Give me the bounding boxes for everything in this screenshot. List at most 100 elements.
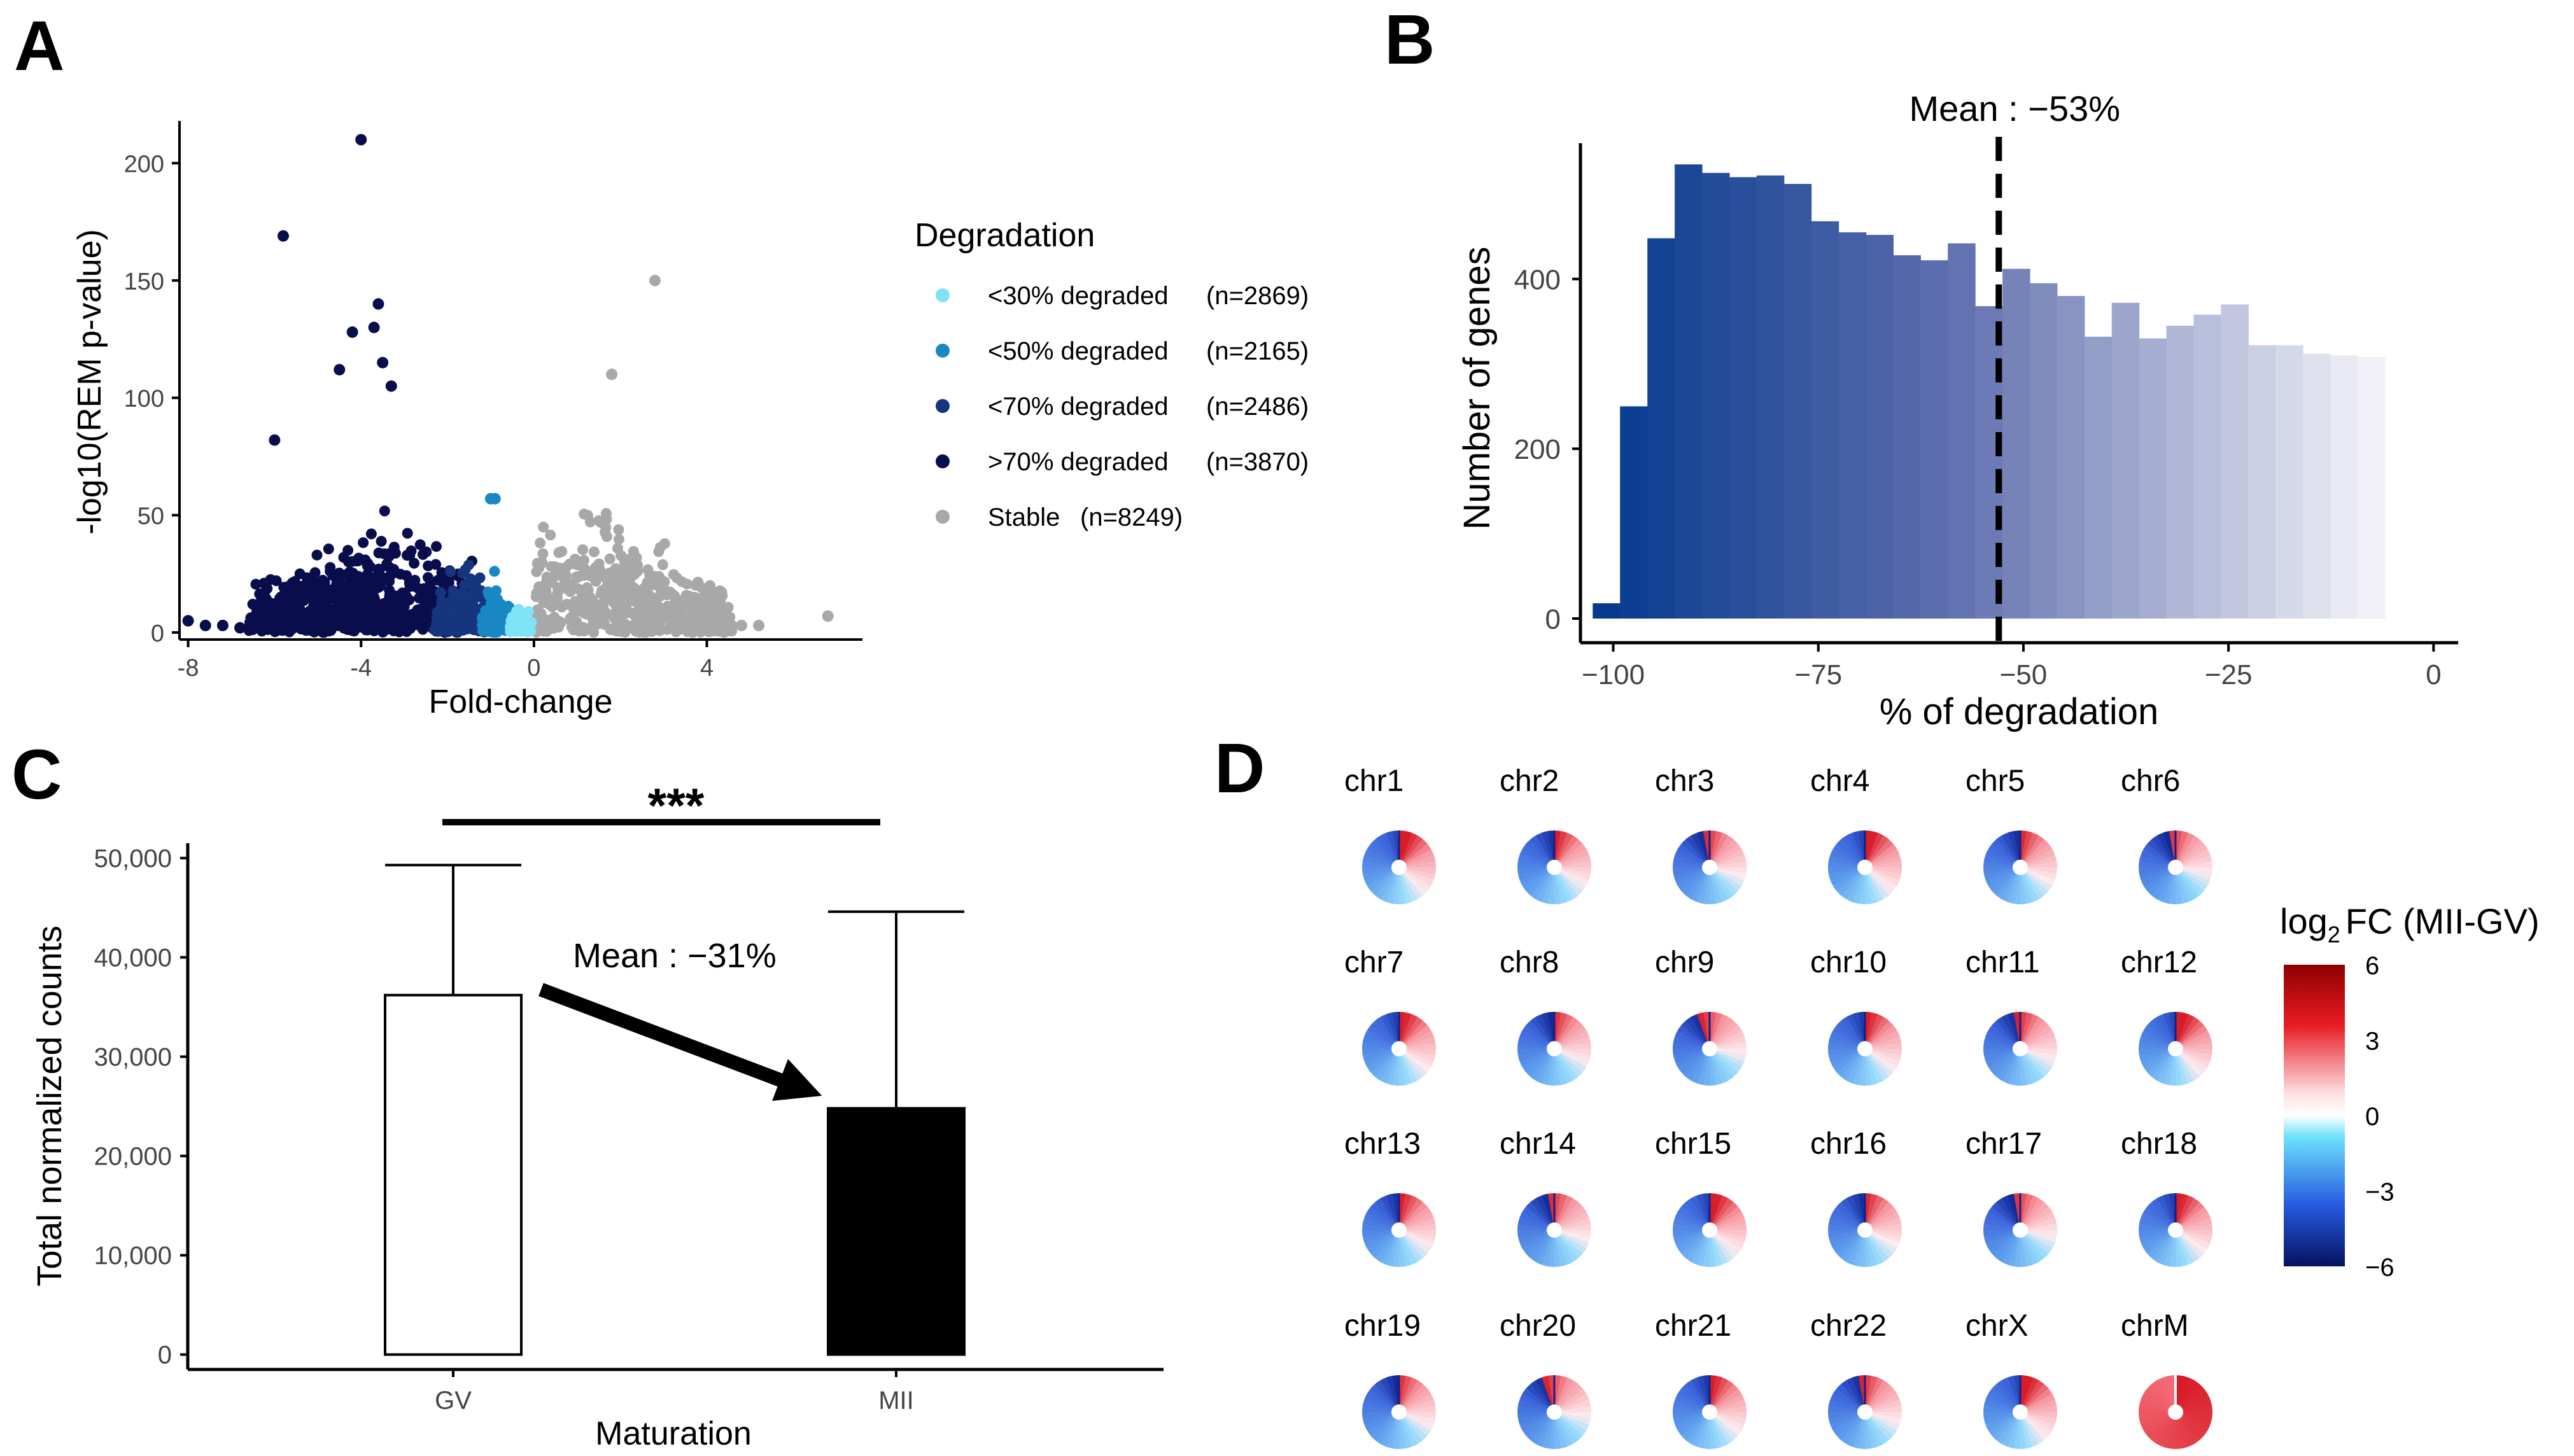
pie-slice xyxy=(1399,1412,1428,1441)
pie-slice xyxy=(1696,1230,1710,1267)
volcano-point xyxy=(433,610,444,622)
pie-slice xyxy=(1399,1375,1412,1412)
pie-slice xyxy=(2175,867,2183,905)
pie-slice xyxy=(1983,867,2020,880)
volcano-legend-count: (n=2165) xyxy=(1206,337,1309,365)
pie-slice xyxy=(1370,1383,1399,1412)
volcano-point xyxy=(423,560,434,571)
chromosome-label: chr5 xyxy=(1966,764,2025,798)
pie-slice xyxy=(1696,1049,1710,1086)
pie-slice xyxy=(1841,1049,1865,1081)
pie-slice xyxy=(1399,835,1423,867)
pie-slice xyxy=(1865,867,1897,892)
pie-slice xyxy=(1710,867,1745,886)
pie-slice xyxy=(1554,1014,1573,1049)
volcano-point xyxy=(533,563,545,574)
pie-slice xyxy=(1983,1035,2020,1049)
pie-slice xyxy=(1710,1375,1723,1412)
pie-slice xyxy=(1370,867,1399,896)
pie-slice xyxy=(1517,1230,1554,1243)
volcano-y-label: -log10(REM p-value) xyxy=(71,229,108,535)
pie-slice xyxy=(2138,1048,2176,1056)
pie-slice xyxy=(2020,867,2039,902)
volcano-point xyxy=(314,622,325,634)
pie-slice xyxy=(1675,1230,1710,1249)
pie-slice xyxy=(1554,843,1587,867)
volcano-legend-count: (n=3870) xyxy=(1206,448,1309,476)
volcano-outlier-point xyxy=(385,380,397,392)
pie-slice xyxy=(1367,867,1399,892)
counts-barplot: 0 10,000 20,000 30,000 40,000 50,000 GV MII **… xyxy=(31,779,1164,1452)
pie-hole xyxy=(2013,1404,2028,1420)
pie-slice xyxy=(1710,1201,1738,1230)
pie-slice xyxy=(2175,1230,2183,1268)
pie-slice xyxy=(1865,830,1878,867)
pie-slice xyxy=(1554,1049,1573,1084)
pie-slice xyxy=(2169,1193,2176,1230)
pie-slice xyxy=(1399,1230,1428,1259)
chromosome-label: chr22 xyxy=(1810,1309,1887,1343)
pie-slice xyxy=(2151,1016,2176,1049)
pie-slice xyxy=(2020,867,2053,892)
volcano-point xyxy=(705,596,717,607)
pie-slice xyxy=(1828,854,1865,867)
pie-slice xyxy=(1554,1405,1592,1413)
pie-slice xyxy=(1547,830,1555,867)
pie-slice xyxy=(2147,1201,2176,1230)
pie-slice xyxy=(1996,1016,2020,1049)
pie-slice xyxy=(1364,1412,1399,1431)
counts-bar-gv xyxy=(384,993,523,1356)
pie-slice xyxy=(1858,1011,1866,1049)
volcano-point xyxy=(415,611,426,622)
histogram-bar xyxy=(1975,306,2003,619)
pie-slice xyxy=(1519,867,1554,886)
pie-slice xyxy=(2141,1030,2176,1049)
pie-slice xyxy=(1554,1193,1568,1230)
chromosome-label: chrM xyxy=(2121,1309,2189,1343)
pie-slice xyxy=(1386,1412,1399,1449)
chromosome-label: chr6 xyxy=(2121,764,2180,798)
pie-slice xyxy=(1399,832,1418,867)
pie-slice xyxy=(2020,867,2055,886)
pie-slice xyxy=(2139,1412,2176,1425)
volcano-point xyxy=(719,606,731,618)
pie-slice xyxy=(1846,1377,1865,1412)
pie-slice xyxy=(1541,1230,1554,1267)
pie-slice xyxy=(1710,1193,1723,1230)
pie-slice xyxy=(1830,1049,1865,1067)
pie-slice xyxy=(1517,1411,1554,1419)
volcano-point xyxy=(401,570,412,581)
volcano-point xyxy=(481,607,492,618)
volcano-point xyxy=(629,569,640,580)
pie-slice xyxy=(1841,1380,1865,1412)
pie-hole xyxy=(2168,860,2183,875)
pie-slice xyxy=(1865,1049,1902,1062)
pie-hole xyxy=(1391,1404,1407,1420)
pie-slice xyxy=(1858,1375,1866,1412)
pie-slice xyxy=(1830,1393,1865,1412)
pie-slice xyxy=(2020,1405,2058,1413)
pie-slice xyxy=(1375,1198,1399,1230)
pie-slice xyxy=(1554,1198,1579,1230)
volcano-point xyxy=(570,554,580,565)
pie-slice xyxy=(1836,1383,1865,1412)
pie-slice xyxy=(1364,1393,1399,1412)
panel-label-b: B xyxy=(1384,1,1435,79)
pie-slice xyxy=(1992,867,2020,896)
pie-slice xyxy=(1865,1230,1894,1259)
pie-slice xyxy=(1681,1412,1710,1441)
pie-slice xyxy=(1554,1012,1568,1049)
volcano-point xyxy=(642,564,654,575)
pie-slice xyxy=(2020,1049,2039,1084)
pie-slice xyxy=(1542,1375,1554,1412)
pie-slice xyxy=(2176,867,2194,902)
volcano-point xyxy=(271,575,282,587)
volcano-point xyxy=(388,542,400,553)
pie-slice xyxy=(2013,1011,2021,1049)
pie-slice xyxy=(1709,867,1717,905)
pie-slice xyxy=(1673,1049,1710,1061)
pie-slice xyxy=(1865,1049,1889,1081)
pie-slice xyxy=(2020,1375,2034,1412)
pie-slice xyxy=(2020,1212,2055,1230)
pie-slice xyxy=(2020,1198,2044,1230)
